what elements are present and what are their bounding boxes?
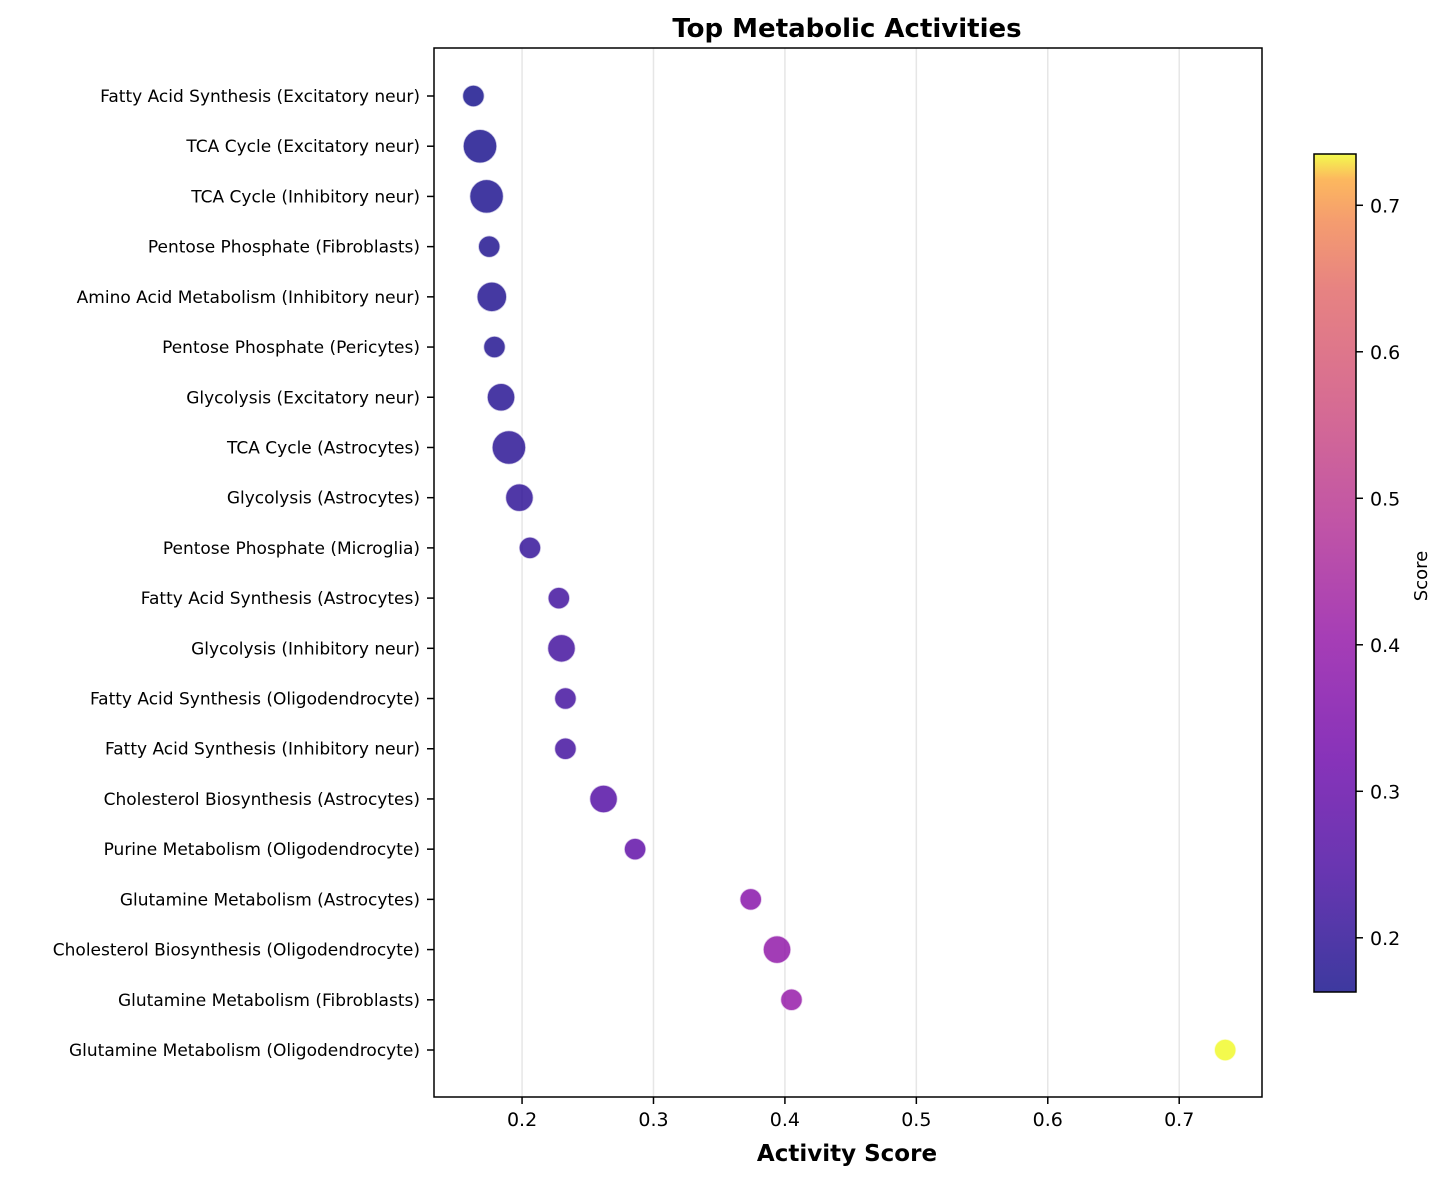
colorbar-label: Score [1411,551,1432,601]
y-tick-label: Glutamine Metabolism (Fibroblasts) [118,991,420,1011]
colorbar-tick-label: 0.5 [1370,488,1400,510]
y-tick-label: Pentose Phosphate (Pericytes) [162,338,420,358]
x-tick-label: 0.5 [901,1109,931,1131]
x-tick-label: 0.2 [507,1109,537,1131]
y-tick-label: Glutamine Metabolism (Astrocytes) [120,890,420,910]
y-tick-label: Amino Acid Metabolism (Inhibitory neur) [77,288,420,308]
colorbar-frame [1313,153,1357,993]
data-point [588,784,619,814]
data-point [504,482,535,513]
y-tick-label: Glycolysis (Inhibitory neur) [191,639,420,659]
data-point [553,686,578,711]
data-point [546,633,577,664]
y-tick-label: Purine Metabolism (Oligodendrocyte) [104,840,420,860]
colorbar-ticks: 0.2 0.3 0.4 0.5 0.6 0.7 [1356,195,1400,950]
x-axis-label: Activity Score [757,1141,937,1167]
gridlines [521,48,1180,1097]
y-tick-label: Cholesterol Biosynthesis (Astrocytes) [104,790,420,810]
data-point [623,837,647,861]
x-tick-label: 0.4 [770,1109,800,1131]
data-point [762,934,792,965]
colorbar-tick-label: 0.4 [1370,635,1400,657]
data-point [461,84,486,108]
y-tick-label: TCA Cycle (Astrocytes) [226,438,420,458]
data-point [491,429,527,466]
plot-frame [433,47,1263,1098]
data-point [476,281,508,313]
y-tick-label: Pentose Phosphate (Fibroblasts) [148,238,420,258]
colorbar-tick-label: 0.6 [1370,342,1400,364]
y-tick-label: Glycolysis (Excitatory neur) [186,388,420,408]
x-axis-ticks: 0.2 0.3 0.4 0.5 0.6 0.7 [507,1097,1194,1131]
x-tick-label: 0.6 [1033,1109,1063,1131]
colorbar-tick-label: 0.7 [1370,195,1400,217]
data-point [482,335,507,359]
y-tick-label: Glutamine Metabolism (Oligodendrocyte) [69,1041,420,1061]
data-point [738,887,763,912]
y-tick-label: Fatty Acid Synthesis (Astrocytes) [141,589,420,609]
data-point [1213,1038,1237,1062]
y-tick-label: Glycolysis (Astrocytes) [227,489,420,509]
data-point [779,988,804,1012]
colorbar: 0.2 0.3 0.4 0.5 0.6 0.7 Score [1313,153,1432,993]
x-tick-label: 0.3 [638,1109,668,1131]
data-point [462,128,498,164]
y-tick-label: TCA Cycle (Excitatory neur) [185,137,420,157]
y-tick-label: Fatty Acid Synthesis (Excitatory neur) [100,87,420,107]
data-point [468,178,505,215]
y-axis-ticks: Fatty Acid Synthesis (Excitatory neur) TC… [53,87,434,1061]
data-point [477,234,501,259]
data-point [553,736,578,761]
y-tick-label: Cholesterol Biosynthesis (Oligodendrocyt… [53,941,420,961]
data-point [547,586,571,610]
colorbar-tick-label: 0.2 [1370,928,1400,950]
y-tick-label: Fatty Acid Synthesis (Oligodendrocyte) [90,690,420,710]
y-tick-label: TCA Cycle (Inhibitory neur) [190,187,420,207]
data-point [486,382,516,413]
colorbar-tick-label: 0.3 [1370,781,1400,803]
y-tick-label: Fatty Acid Synthesis (Inhibitory neur) [105,740,420,760]
chart-title: Top Metabolic Activities [672,14,1021,44]
x-tick-label: 0.7 [1164,1109,1194,1131]
data-point [518,536,542,560]
data-points [461,84,1237,1062]
colorbar-gradient [1314,154,1356,992]
y-tick-label: Pentose Phosphate (Microglia) [163,539,420,559]
